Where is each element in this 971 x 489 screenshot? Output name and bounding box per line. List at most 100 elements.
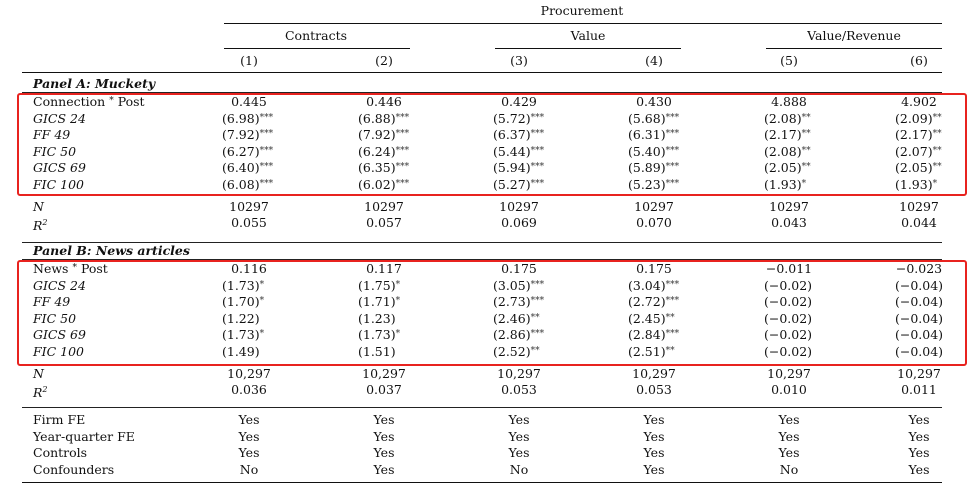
panelB-tstat-cell: (−0.04): [895, 344, 943, 362]
panelA-tstat-cell: (5.40)***: [628, 144, 679, 162]
panelA-significance-stars: **: [932, 129, 942, 139]
panelA-row-label: GICS 69: [33, 160, 86, 175]
panelA-tstat-cell: (6.40)***: [222, 160, 273, 178]
panelA-significance-stars: **: [801, 162, 811, 172]
panelA-tstat-cell: (5.27)***: [493, 177, 544, 195]
panelB-tstat-value: (−0.02): [764, 310, 813, 326]
panelB-significance-stars: *: [259, 296, 265, 306]
fe-row-value: Yes: [643, 412, 665, 427]
fe-row-value: No: [239, 461, 259, 477]
panelB-tstat-value: (3.05): [493, 277, 531, 293]
panelA-tstat-cell: (6.88)***: [358, 111, 409, 129]
panelB-r2-label-sup: 2: [42, 385, 48, 394]
panelB-tstat-value: (−0.02): [764, 277, 813, 293]
panelB-tstat-cell: (3.05)***: [493, 278, 544, 296]
panelB-tstat-cell: (2.45)**: [628, 311, 675, 329]
panelA-tstat-cell: (5.72)***: [493, 111, 544, 129]
panelA-significance-stars: ***: [530, 129, 545, 139]
panelA-significance-stars: ***: [530, 162, 545, 172]
panelB-significance-stars: *: [395, 296, 401, 306]
panelB-n-value: 10,297: [632, 366, 676, 381]
panelA-tstat-cell: (5.94)***: [493, 160, 544, 178]
header-rule-bottom: [22, 72, 942, 73]
panelA-r2-value: 0.043: [771, 215, 807, 230]
panelB-row-label: FIC 50: [33, 310, 77, 326]
panelA-significance-stars: **: [932, 112, 942, 123]
panelB-tstat-value: (1.23): [358, 310, 396, 326]
panelA-n-label: N: [33, 199, 44, 214]
panelA-tstat-value: (1.93): [764, 176, 802, 192]
panelA-main-value-col1: 0.445: [231, 94, 267, 109]
panel-a-rule: [22, 92, 942, 93]
header-group-value-revenue: Value/Revenue: [807, 28, 901, 43]
panelB-tstat-cell: (1.22): [222, 311, 260, 329]
panelA-tstat-cell: (6.24)***: [358, 144, 409, 162]
panel-a-bottom-rule: [22, 242, 942, 243]
panelA-n-value: 10297: [634, 199, 674, 214]
panelA-tstat-value: (5.44): [493, 143, 531, 159]
panelB-main-label: News * Post: [33, 261, 108, 279]
panelA-tstat-cell: (2.08)**: [764, 144, 811, 162]
panelA-significance-stars: ***: [395, 129, 410, 139]
panelB-tstat-cell: (1.73)*: [222, 278, 264, 296]
panelA-significance-stars: *: [801, 178, 807, 189]
panelB-tstat-value: (−0.04): [895, 277, 944, 293]
panelA-tstat-cell: (2.09)**: [895, 111, 942, 129]
panelA-r2-value: 0.070: [636, 215, 672, 230]
column-header-6: (6): [910, 53, 928, 68]
column-header-3: (3): [510, 53, 528, 68]
panelA-n-value: 10297: [769, 199, 809, 214]
panelA-main-value-col4: 0.430: [636, 94, 672, 109]
panelA-n-value: 10297: [899, 199, 939, 214]
panelB-tstat-cell: (−0.02): [764, 344, 812, 362]
fe-row-value: Yes: [238, 428, 260, 444]
panelB-main-value-col4: 0.175: [636, 261, 672, 276]
panelB-tstat-cell: (2.46)**: [493, 311, 540, 329]
panelA-tstat-cell: (5.68)***: [628, 111, 679, 129]
panelA-significance-stars: ***: [665, 129, 680, 139]
panelB-main-value-col2: 0.117: [366, 261, 402, 276]
fe-row-label: Confounders: [33, 461, 115, 477]
panelB-r2-value: 0.053: [501, 382, 537, 397]
panelB-tstat-value: (2.51): [628, 343, 666, 359]
panelA-tstat-cell: (1.93)*: [764, 177, 806, 195]
panelA-tstat-cell: (1.93)*: [895, 177, 937, 195]
panelB-row-label: FF 49: [33, 294, 71, 309]
panelA-main-value-col3: 0.429: [501, 94, 537, 109]
panelA-tstat-cell: (2.07)**: [895, 144, 942, 162]
panelA-r2-value: 0.055: [231, 215, 267, 230]
panelB-main-label-post: Post: [80, 261, 108, 276]
panelB-significance-stars: **: [665, 345, 675, 356]
panel-b-title: Panel B: News articles: [33, 243, 190, 258]
panelA-r2-label: R2: [33, 215, 48, 234]
panelB-tstat-value: (1.75): [358, 277, 396, 293]
panelB-main-value-col1: 0.116: [231, 261, 267, 276]
panelB-r2-value: 0.011: [901, 382, 937, 397]
panelA-r2-value: 0.057: [366, 215, 402, 230]
fe-row-value: No: [509, 461, 529, 477]
panelA-tstat-cell: (6.37)***: [493, 127, 544, 145]
column-header-1: (1): [240, 53, 258, 68]
panelA-significance-stars: ***: [395, 145, 410, 156]
panelB-tstat-value: (2.72): [628, 294, 666, 309]
panelA-significance-stars: ***: [259, 178, 274, 189]
panelA-n-value: 10297: [499, 199, 539, 214]
panelB-tstat-value: (−0.02): [764, 343, 813, 359]
panelA-r2-label-sup: 2: [42, 218, 48, 227]
panelA-significance-stars: **: [932, 145, 942, 156]
panelB-tstat-cell: (−0.02): [764, 294, 812, 312]
panelA-significance-stars: ***: [665, 178, 680, 189]
panelB-tstat-cell: (1.73)*: [222, 327, 264, 345]
panelB-significance-stars: ***: [530, 296, 545, 306]
panelA-significance-stars: ***: [259, 112, 274, 123]
panelB-tstat-value: (−0.04): [895, 294, 944, 309]
panelB-tstat-value: (1.70): [222, 294, 260, 309]
panelA-tstat-value: (6.88): [358, 110, 396, 126]
fe-row-value: Yes: [778, 428, 800, 444]
panelA-significance-stars: **: [801, 145, 811, 156]
panelA-tstat-cell: (2.08)**: [764, 111, 811, 129]
panelA-significance-stars: ***: [395, 162, 410, 172]
panelB-tstat-value: (2.73): [493, 294, 531, 309]
panelA-tstat-cell: (6.02)***: [358, 177, 409, 195]
panelB-row-label: GICS 69: [33, 327, 86, 342]
